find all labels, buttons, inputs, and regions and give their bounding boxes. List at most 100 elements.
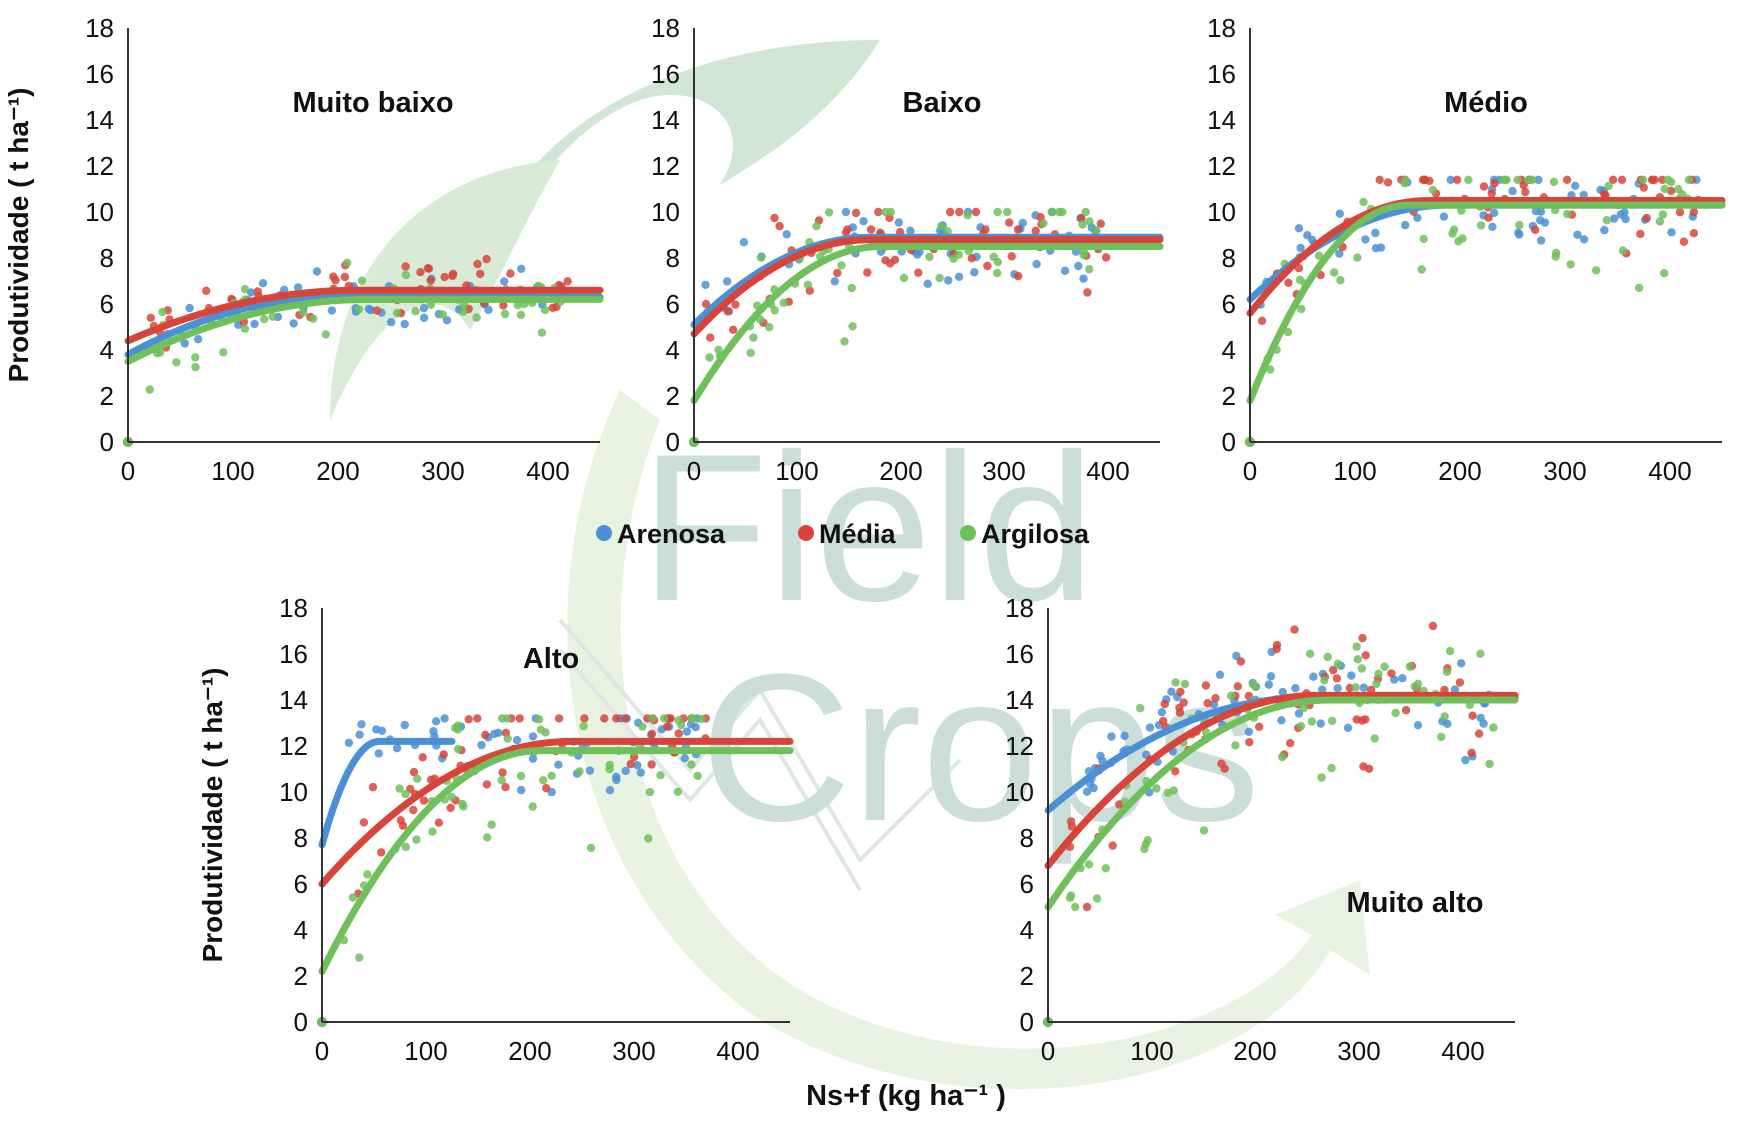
point-baixo-media bbox=[874, 207, 883, 217]
x-tick-label: 0 bbox=[315, 1036, 329, 1066]
point-alto-argilosa bbox=[412, 835, 421, 844]
y-tick-label: 0 bbox=[1020, 1007, 1034, 1037]
x-tick-label: 0 bbox=[1243, 456, 1257, 486]
point-medio-argilosa bbox=[1428, 185, 1438, 195]
point-medio-media bbox=[1666, 186, 1676, 196]
point-alto-argilosa bbox=[539, 776, 548, 785]
point-alto-arenosa bbox=[528, 754, 538, 763]
point-muito-baixo-argilosa bbox=[260, 314, 269, 324]
point-muito-baixo-argilosa bbox=[219, 348, 228, 357]
point-alto-argilosa bbox=[483, 833, 492, 842]
point-muito-baixo-arenosa bbox=[312, 267, 322, 276]
point-alto-media bbox=[647, 729, 657, 739]
point-medio-arenosa bbox=[1621, 214, 1630, 224]
point-alto-media bbox=[418, 753, 427, 762]
point-medio-media bbox=[1689, 207, 1699, 217]
point-alto-media bbox=[377, 848, 386, 857]
point-muito-baixo-argilosa bbox=[191, 362, 200, 372]
point-medio-media bbox=[1650, 175, 1659, 184]
point-muito-alto-arenosa bbox=[1145, 723, 1155, 732]
y-tick-label: 16 bbox=[85, 59, 114, 89]
point-muito-alto-argilosa bbox=[1374, 669, 1383, 678]
x-tick-label: 300 bbox=[612, 1036, 655, 1066]
point-alto-argilosa bbox=[453, 744, 463, 754]
point-alto-argilosa bbox=[656, 771, 665, 780]
y-tick-label: 10 bbox=[651, 197, 680, 227]
point-alto-argilosa bbox=[497, 776, 506, 785]
point-muito-alto-argilosa bbox=[1084, 860, 1094, 869]
point-baixo-arenosa bbox=[906, 226, 915, 235]
point-alto-media bbox=[419, 796, 429, 805]
point-muito-alto-argilosa bbox=[1372, 679, 1381, 689]
point-baixo-media bbox=[706, 333, 715, 342]
x-tick-label: 200 bbox=[879, 456, 922, 486]
x-tick-label: 300 bbox=[1337, 1036, 1380, 1066]
y-tick-label: 2 bbox=[1020, 961, 1034, 991]
point-medio-media bbox=[1484, 213, 1493, 222]
fit-line-baixo-argilosa bbox=[690, 243, 1164, 405]
point-muito-alto-argilosa bbox=[1380, 662, 1389, 671]
point-alto-argilosa bbox=[428, 827, 437, 836]
point-muito-baixo-media bbox=[499, 301, 508, 310]
x-tick-label: 400 bbox=[1648, 456, 1691, 486]
point-baixo-media bbox=[701, 299, 711, 309]
point-muito-baixo-arenosa bbox=[185, 303, 194, 313]
point-alto-media bbox=[409, 805, 418, 815]
point-alto-media bbox=[482, 780, 492, 789]
panel-muito-alto-marks bbox=[1043, 621, 1519, 1027]
point-medio-media bbox=[1257, 316, 1267, 325]
point-alto-arenosa bbox=[585, 766, 595, 775]
point-alto-argilosa bbox=[348, 893, 358, 902]
point-muito-baixo-media bbox=[146, 313, 155, 322]
point-muito-baixo-media bbox=[506, 269, 515, 278]
y-tick-label: 12 bbox=[279, 731, 308, 761]
point-muito-alto-media bbox=[1203, 699, 1212, 708]
point-alto-argilosa bbox=[648, 714, 657, 723]
point-baixo-media bbox=[775, 221, 784, 231]
point-alto-media bbox=[464, 715, 473, 724]
point-baixo-argilosa bbox=[1039, 219, 1048, 228]
point-alto-argilosa bbox=[503, 734, 512, 743]
legend-label-media: Média bbox=[819, 519, 897, 549]
y-tick-label: 0 bbox=[666, 427, 680, 457]
point-alto-arenosa bbox=[633, 761, 642, 770]
point-muito-alto-media bbox=[1428, 621, 1438, 631]
point-baixo-argilosa bbox=[899, 273, 909, 283]
point-muito-alto-argilosa bbox=[1323, 652, 1332, 662]
point-alto-media bbox=[515, 714, 524, 723]
point-baixo-media bbox=[1083, 288, 1092, 297]
point-baixo-argilosa bbox=[1081, 207, 1090, 217]
point-medio-arenosa bbox=[1571, 181, 1580, 190]
point-muito-alto-argilosa bbox=[1305, 649, 1315, 658]
point-baixo-argilosa bbox=[1047, 207, 1056, 217]
x-tick-label: 100 bbox=[1130, 1036, 1173, 1066]
point-alto-media bbox=[666, 714, 675, 723]
point-muito-baixo-arenosa bbox=[419, 304, 429, 313]
point-muito-baixo-media bbox=[340, 272, 350, 282]
fit-line-medio-media bbox=[1246, 197, 1726, 317]
point-muito-baixo-media bbox=[426, 276, 435, 285]
panel-medio-y-ticks: 0 2 4 6 8 10 12 14 16 18 bbox=[1207, 13, 1236, 457]
point-medio-argilosa bbox=[1674, 185, 1683, 194]
point-medio-media bbox=[1284, 278, 1293, 287]
point-muito-baixo-argilosa bbox=[299, 308, 308, 317]
point-muito-alto-media bbox=[1176, 687, 1185, 696]
point-alto-argilosa bbox=[528, 802, 537, 811]
point-alto-arenosa bbox=[612, 772, 621, 781]
point-medio-argilosa bbox=[1401, 175, 1410, 184]
x-tick-label: 0 bbox=[1041, 1036, 1055, 1066]
point-alto-arenosa bbox=[374, 749, 383, 758]
x-tick-label: 200 bbox=[1438, 456, 1481, 486]
point-alto-argilosa bbox=[693, 771, 702, 781]
legend-marker-arenosa bbox=[596, 525, 612, 541]
point-muito-alto-media bbox=[1171, 767, 1180, 776]
point-alto-argilosa bbox=[697, 714, 706, 724]
point-baixo-media bbox=[863, 268, 872, 277]
point-medio-arenosa bbox=[1488, 222, 1497, 231]
point-medio-argilosa bbox=[1634, 283, 1644, 292]
watermark-leaf-top bbox=[470, 40, 880, 330]
point-baixo-media bbox=[833, 268, 842, 278]
point-medio-arenosa bbox=[1620, 208, 1629, 217]
point-muito-alto-argilosa bbox=[1405, 662, 1415, 671]
point-baixo-media bbox=[946, 207, 955, 217]
